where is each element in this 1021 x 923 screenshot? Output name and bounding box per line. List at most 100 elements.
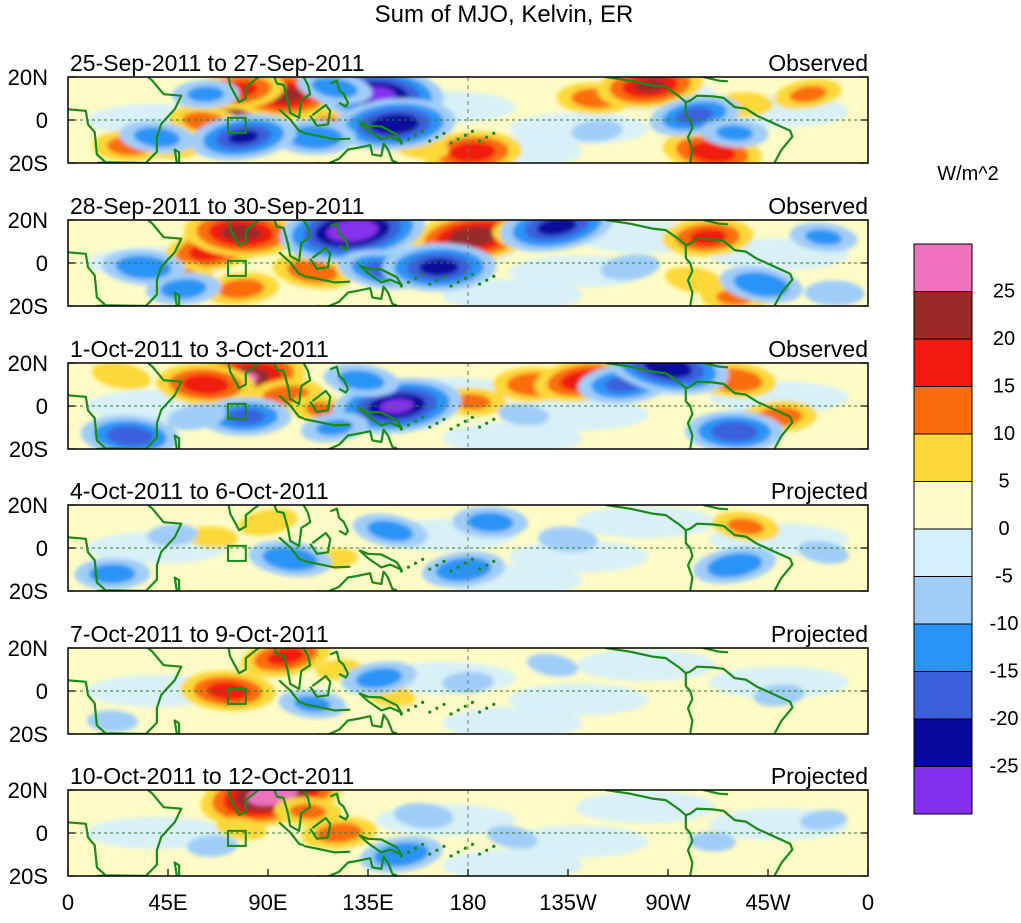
x-tick-label: 180 xyxy=(450,890,487,915)
x-tick-label: 45E xyxy=(148,890,187,915)
anomaly-contour xyxy=(571,119,623,142)
y-tick-label: 0 xyxy=(36,108,48,133)
panel-status: Projected xyxy=(771,478,868,504)
colorbar-label: 20 xyxy=(993,328,1015,350)
coastline xyxy=(316,428,398,449)
anomaly-contour xyxy=(370,113,420,135)
reference-box xyxy=(227,402,247,420)
island-dot xyxy=(421,700,425,704)
wash-blob xyxy=(509,683,650,716)
anomaly-contour xyxy=(262,546,318,571)
y-tick-label: 0 xyxy=(36,251,48,276)
anomaly-contour xyxy=(527,653,578,677)
y-tick-label: 20S xyxy=(9,437,48,462)
panel-status: Observed xyxy=(768,336,868,362)
coastline xyxy=(684,102,694,163)
anomaly-contour xyxy=(800,809,848,831)
island-dot xyxy=(428,852,432,856)
island-dot xyxy=(413,133,418,137)
coastline xyxy=(309,816,332,840)
y-tick-label: 0 xyxy=(36,536,48,561)
coastline xyxy=(605,648,794,734)
colorbar-swatch xyxy=(913,576,973,625)
colorbar-swatch xyxy=(913,433,973,482)
island-dot xyxy=(477,852,482,856)
coastline xyxy=(68,108,107,163)
reference-box xyxy=(227,116,247,134)
wash-blob xyxy=(442,707,583,734)
island-dot xyxy=(492,274,496,278)
colorbar-swatch xyxy=(913,528,973,577)
anomaly-contour xyxy=(167,403,227,430)
panel-4: 20N 0 20S 4-Oct-2011 to 6-Oct-2011 Projected xyxy=(8,478,869,604)
anomaly-contour xyxy=(187,86,225,102)
colorbar-swatch xyxy=(913,481,973,530)
coastline xyxy=(303,702,351,712)
colorbar-swatch xyxy=(913,243,973,292)
island-dot xyxy=(421,129,425,133)
island-dot xyxy=(456,423,460,427)
island-dot xyxy=(477,282,482,286)
island-dot xyxy=(435,706,439,710)
anomaly-contour xyxy=(448,226,497,248)
y-tick-label: 0 xyxy=(36,821,48,846)
coastline xyxy=(194,648,312,690)
anomaly-contour xyxy=(466,512,514,533)
y-tick-label: 20S xyxy=(9,864,48,889)
colorbar-label: 25 xyxy=(993,281,1015,303)
island-dot xyxy=(406,137,411,141)
anomaly-contour xyxy=(311,77,358,99)
x-tick-label: 45W xyxy=(745,890,790,915)
coastline xyxy=(303,131,351,141)
island-dot xyxy=(413,419,418,423)
colorbar-label: 0 xyxy=(998,518,1009,540)
island-dot xyxy=(435,278,439,282)
coastline xyxy=(278,251,304,277)
panel-5: 20N 0 20S 7-Oct-2011 to 9-Oct-2011 Projected xyxy=(8,621,869,747)
colorbar-label: 10 xyxy=(993,423,1015,445)
island-dot xyxy=(406,708,411,712)
island-dot xyxy=(413,846,418,850)
colorbar-units-label: W/m^2 xyxy=(937,163,999,185)
island-dot xyxy=(485,706,489,710)
colorbar-label: 15 xyxy=(993,376,1015,398)
colorbar-swatch xyxy=(913,766,973,815)
coastline xyxy=(309,246,332,270)
island-dot xyxy=(485,278,489,282)
colorbar-label: -15 xyxy=(990,661,1019,683)
island-dot xyxy=(442,274,446,278)
coastline xyxy=(68,821,107,876)
coastline xyxy=(173,434,181,449)
coastline xyxy=(309,103,332,127)
island-dot xyxy=(449,284,453,288)
coastline xyxy=(173,719,181,734)
island-dot xyxy=(399,427,403,431)
panel-3: 20N 0 20S 1-Oct-2011 to 3-Oct-2011 Observed xyxy=(8,336,869,462)
coastline xyxy=(278,108,304,134)
coastline xyxy=(605,790,794,876)
island-dot xyxy=(463,419,467,423)
island-dot xyxy=(413,276,418,280)
island-dot xyxy=(463,561,467,565)
island-dot xyxy=(456,850,460,854)
anomaly-contour xyxy=(789,85,827,103)
island-dot xyxy=(421,842,425,846)
panel-status: Projected xyxy=(771,621,868,647)
anomaly-contour xyxy=(805,229,842,246)
coastline xyxy=(329,650,350,679)
island-dot xyxy=(435,135,439,139)
island-dot xyxy=(477,425,482,429)
chart-title: Sum of MJO, Kelvin, ER xyxy=(375,1,634,28)
wash-blob xyxy=(442,279,583,306)
island-dot xyxy=(442,702,446,706)
anomaly-contour xyxy=(218,278,265,299)
island-dot xyxy=(470,557,475,561)
coastline xyxy=(316,142,398,163)
panel-date-range: 28-Sep-2011 to 30-Sep-2011 xyxy=(70,193,365,219)
island-dot xyxy=(492,702,496,706)
anomaly-contour xyxy=(537,220,577,236)
island-dot xyxy=(406,423,411,427)
anomaly-contour xyxy=(538,526,598,553)
anomaly-contour xyxy=(160,278,207,299)
anomaly-contour xyxy=(91,363,151,390)
